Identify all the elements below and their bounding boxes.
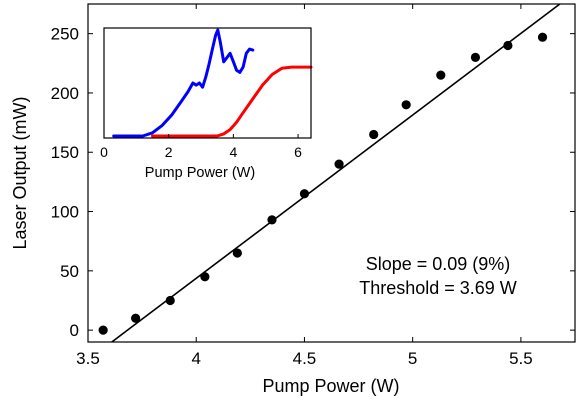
inset-red-curve <box>151 65 313 138</box>
data-point <box>470 52 481 62</box>
inset-plot-frame <box>103 27 312 139</box>
data-point <box>537 32 548 42</box>
inset-x-tick-label: 6 <box>294 144 302 160</box>
inset-blue-curve <box>112 28 255 138</box>
fit-line <box>111 4 561 342</box>
inset-x-axis-label: Pump Power (W) <box>145 165 255 181</box>
main-x-axis-label: Pump Power (W) <box>262 376 399 396</box>
data-point <box>165 295 175 306</box>
main-chart: 3.5 4 4.5 5 5.5 0 50 100 150 200 250 Pump Power (W… <box>10 3 576 396</box>
data-point <box>232 248 242 258</box>
data-point <box>131 313 141 323</box>
inset-ticks: 0 2 4 6 <box>100 134 302 160</box>
y-tick-label: 100 <box>51 203 79 222</box>
inset-chart: 0 2 4 6 Pump Power (W) <box>100 27 313 181</box>
inset-x-tick-label: 0 <box>100 144 108 160</box>
y-tick-label: 200 <box>51 84 79 103</box>
inset-x-tick-label: 2 <box>165 144 173 160</box>
main-marks <box>98 4 561 342</box>
x-tick-label: 4.5 <box>293 349 317 368</box>
y-tick-label: 250 <box>51 25 79 44</box>
main-plot-frame <box>87 3 576 343</box>
x-tick-label: 4 <box>191 349 200 368</box>
main-y-axis-label: Laser Output (mW) <box>10 96 30 249</box>
data-point <box>334 159 344 169</box>
y-tick-label: 0 <box>70 321 79 340</box>
inset-marks <box>112 28 313 138</box>
slope-annotation: Slope = 0.09 (9%) <box>366 254 511 274</box>
x-tick-label: 3.5 <box>76 349 100 368</box>
x-tick-label: 5 <box>408 349 417 368</box>
y-tick-label: 50 <box>60 262 79 281</box>
inset-x-tick-label: 4 <box>229 144 237 160</box>
data-point <box>98 325 108 335</box>
data-point <box>369 129 379 140</box>
data-point <box>299 189 310 199</box>
x-tick-label: 5.5 <box>509 349 533 368</box>
data-point <box>503 40 513 51</box>
y-tick-label: 150 <box>51 143 79 162</box>
main-ticks: 3.5 4 4.5 5 5.5 0 50 100 150 200 250 <box>51 4 575 368</box>
data-point <box>436 70 446 80</box>
inset-background <box>104 28 311 138</box>
threshold-annotation: Threshold = 3.69 W <box>359 278 517 298</box>
data-point <box>401 100 411 110</box>
